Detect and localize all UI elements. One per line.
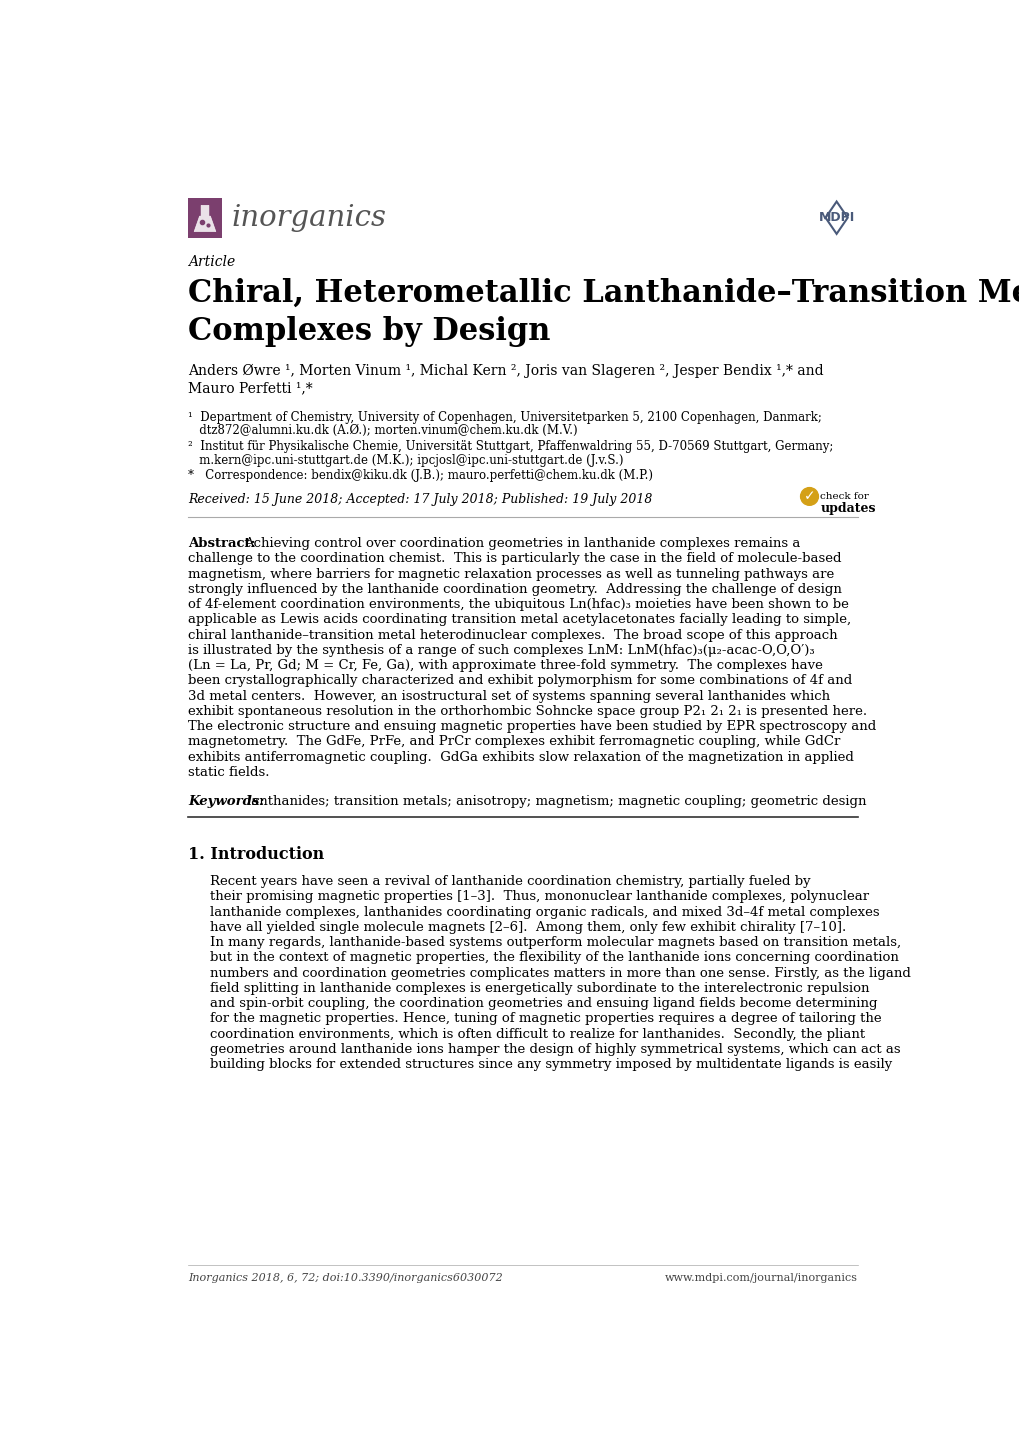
Text: Keywords:: Keywords: — [187, 795, 264, 808]
Text: Abstract:: Abstract: — [187, 538, 255, 551]
FancyBboxPatch shape — [187, 198, 222, 238]
Text: Article: Article — [187, 255, 235, 268]
Text: Achieving control over coordination geometries in lanthanide complexes remains a: Achieving control over coordination geom… — [245, 538, 800, 551]
Text: m.kern@ipc.uni-stuttgart.de (M.K.); ipcjosl@ipc.uni-stuttgart.de (J.v.S.): m.kern@ipc.uni-stuttgart.de (M.K.); ipcj… — [187, 454, 623, 467]
Text: building blocks for extended structures since any symmetry imposed by multidenta: building blocks for extended structures … — [210, 1058, 891, 1071]
Text: exhibit spontaneous resolution in the orthorhombic Sohncke space group P2₁ 2₁ 2₁: exhibit spontaneous resolution in the or… — [187, 705, 866, 718]
Polygon shape — [194, 205, 216, 232]
Text: Inorganics 2018, 6, 72; doi:10.3390/inorganics6030072: Inorganics 2018, 6, 72; doi:10.3390/inor… — [187, 1273, 502, 1282]
Text: strongly influenced by the lanthanide coordination geometry.  Addressing the cha: strongly influenced by the lanthanide co… — [187, 583, 841, 596]
Text: but in the context of magnetic properties, the flexibility of the lanthanide ion: but in the context of magnetic propertie… — [210, 952, 898, 965]
Text: is illustrated by the synthesis of a range of such complexes LnM: LnM(hfac)₃(μ₂-: is illustrated by the synthesis of a ran… — [187, 645, 814, 658]
Text: updates: updates — [819, 502, 875, 515]
Circle shape — [800, 487, 817, 505]
Text: applicable as Lewis acids coordinating transition metal acetylacetonates faciall: applicable as Lewis acids coordinating t… — [187, 613, 850, 626]
Text: numbers and coordination geometries complicates matters in more than one sense. : numbers and coordination geometries comp… — [210, 966, 910, 979]
Text: challenge to the coordination chemist.  This is particularly the case in the fie: challenge to the coordination chemist. T… — [187, 552, 841, 565]
Text: Received: 15 June 2018; Accepted: 17 July 2018; Published: 19 July 2018: Received: 15 June 2018; Accepted: 17 Jul… — [187, 493, 652, 506]
Text: static fields.: static fields. — [187, 766, 269, 779]
Text: ²  Institut für Physikalische Chemie, Universität Stuttgart, Pfaffenwaldring 55,: ² Institut für Physikalische Chemie, Uni… — [187, 440, 833, 453]
Text: magnetism, where barriers for magnetic relaxation processes as well as tunneling: magnetism, where barriers for magnetic r… — [187, 568, 834, 581]
Text: coordination environments, which is often difficult to realize for lanthanides. : coordination environments, which is ofte… — [210, 1028, 864, 1041]
Text: have all yielded single molecule magnets [2–6].  Among them, only few exhibit ch: have all yielded single molecule magnets… — [210, 921, 845, 934]
Text: Anders Øwre ¹, Morten Vinum ¹, Michal Kern ², Joris van Slageren ², Jesper Bendi: Anders Øwre ¹, Morten Vinum ¹, Michal Ke… — [187, 363, 822, 378]
Text: been crystallographically characterized and exhibit polymorphism for some combin: been crystallographically characterized … — [187, 675, 851, 688]
Text: 1. Introduction: 1. Introduction — [187, 846, 324, 862]
Text: ¹  Department of Chemistry, University of Copenhagen, Universitetparken 5, 2100 : ¹ Department of Chemistry, University of… — [187, 411, 821, 424]
Text: exhibits antiferromagnetic coupling.  GdGa exhibits slow relaxation of the magne: exhibits antiferromagnetic coupling. GdG… — [187, 751, 853, 764]
Text: ✓: ✓ — [803, 489, 814, 503]
Text: Complexes by Design: Complexes by Design — [187, 316, 550, 348]
Text: for the magnetic properties. Hence, tuning of magnetic properties requires a deg: for the magnetic properties. Hence, tuni… — [210, 1012, 880, 1025]
Text: magnetometry.  The GdFe, PrFe, and PrCr complexes exhibit ferromagnetic coupling: magnetometry. The GdFe, PrFe, and PrCr c… — [187, 735, 840, 748]
Text: inorganics: inorganics — [231, 203, 386, 232]
Text: chiral lanthanide–transition metal heterodinuclear complexes.  The broad scope o: chiral lanthanide–transition metal heter… — [187, 629, 837, 642]
Text: of 4f-element coordination environments, the ubiquitous Ln(hfac)₃ moieties have : of 4f-element coordination environments,… — [187, 598, 848, 611]
Text: and spin-orbit coupling, the coordination geometries and ensuing ligand fields b: and spin-orbit coupling, the coordinatio… — [210, 996, 876, 1009]
Text: dtz872@alumni.ku.dk (A.Ø.); morten.vinum@chem.ku.dk (M.V.): dtz872@alumni.ku.dk (A.Ø.); morten.vinum… — [187, 424, 577, 437]
Text: lanthanides; transition metals; anisotropy; magnetism; magnetic coupling; geomet: lanthanides; transition metals; anisotro… — [247, 795, 865, 808]
Text: their promising magnetic properties [1–3].  Thus, mononuclear lanthanide complex: their promising magnetic properties [1–3… — [210, 890, 868, 903]
Text: *   Correspondence: bendix@kiku.dk (J.B.); mauro.perfetti@chem.ku.dk (M.P.): * Correspondence: bendix@kiku.dk (J.B.);… — [187, 470, 652, 483]
Text: geometries around lanthanide ions hamper the design of highly symmetrical system: geometries around lanthanide ions hamper… — [210, 1043, 900, 1056]
Text: field splitting in lanthanide complexes is energetically subordinate to the inte: field splitting in lanthanide complexes … — [210, 982, 868, 995]
Text: In many regards, lanthanide-based systems outperform molecular magnets based on : In many regards, lanthanide-based system… — [210, 936, 900, 949]
Text: MDPI: MDPI — [817, 211, 854, 224]
Text: The electronic structure and ensuing magnetic properties have been studied by EP: The electronic structure and ensuing mag… — [187, 720, 875, 733]
Text: Recent years have seen a revival of lanthanide coordination chemistry, partially: Recent years have seen a revival of lant… — [210, 875, 809, 888]
Text: lanthanide complexes, lanthanides coordinating organic radicals, and mixed 3d–4f: lanthanide complexes, lanthanides coordi… — [210, 906, 878, 919]
Text: Mauro Perfetti ¹,*: Mauro Perfetti ¹,* — [187, 382, 312, 395]
Text: www.mdpi.com/journal/inorganics: www.mdpi.com/journal/inorganics — [664, 1273, 857, 1282]
Text: (Ln = La, Pr, Gd; M = Cr, Fe, Ga), with approximate three-fold symmetry.  The co: (Ln = La, Pr, Gd; M = Cr, Fe, Ga), with … — [187, 659, 822, 672]
Text: Chiral, Heterometallic Lanthanide–Transition Metal: Chiral, Heterometallic Lanthanide–Transi… — [187, 278, 1019, 309]
Text: 3d metal centers.  However, an isostructural set of systems spanning several lan: 3d metal centers. However, an isostructu… — [187, 689, 829, 702]
Text: check for: check for — [819, 492, 868, 500]
